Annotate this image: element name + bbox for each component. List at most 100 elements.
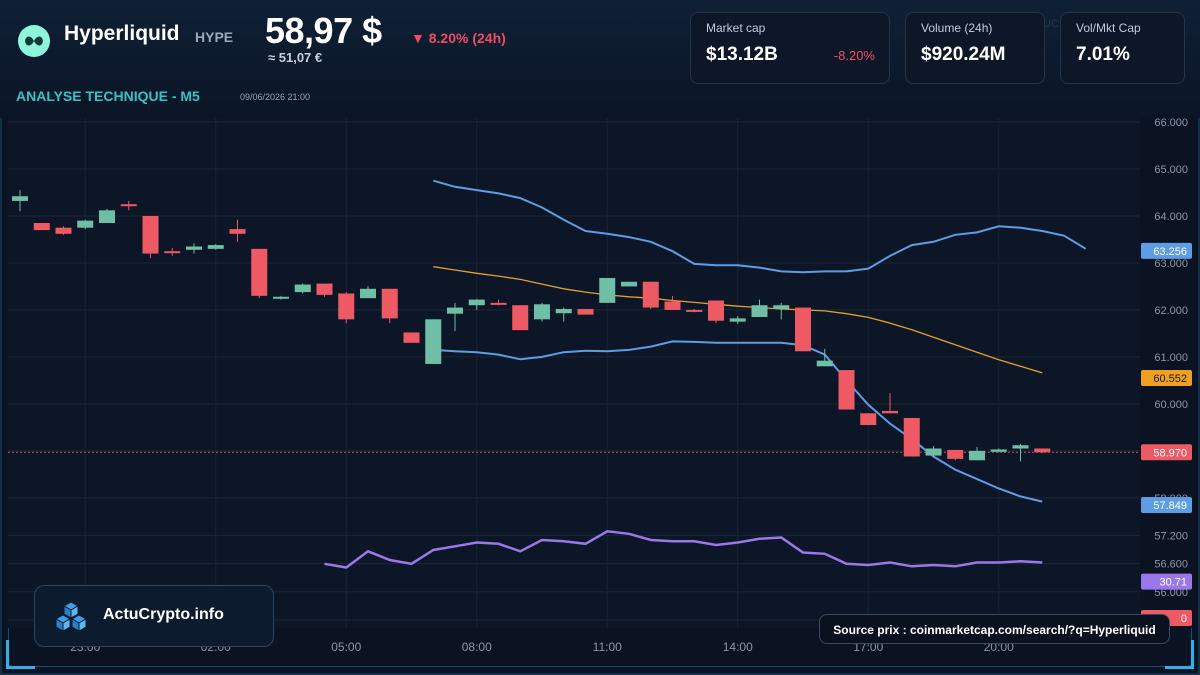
candle-body [816, 360, 833, 367]
price-tick-label: 66.000 [1154, 117, 1188, 129]
moving-average-line [433, 266, 1043, 374]
candle-body [621, 281, 637, 287]
candle-body [425, 319, 442, 364]
hyperliquid-logo-icon [18, 25, 50, 57]
time-tick-label: 05:00 [331, 640, 361, 654]
candle-body [773, 305, 790, 309]
candle-body [969, 450, 985, 461]
price-marker [1141, 242, 1192, 259]
price-marker-label: 58.970 [1153, 447, 1187, 459]
price-marker [1141, 573, 1192, 590]
coin-symbol: HYPE [195, 29, 234, 45]
price-marker-label: 30.71 [1159, 577, 1187, 589]
price-tick-label: 65.000 [1154, 164, 1188, 176]
price-marker-label: 0 [1181, 613, 1187, 625]
time-tick-label: 08:00 [462, 640, 492, 654]
candle-body [403, 332, 420, 343]
current-price: 58,97 $ [265, 10, 382, 51]
rsi-line [324, 530, 1043, 569]
price-change-value: 8.20% (24h) [428, 30, 506, 46]
candle-body [142, 215, 159, 254]
candle-body [99, 210, 115, 224]
stat-value: $13.12B [706, 44, 778, 65]
price-change: ▼ 8.20% (24h) [411, 30, 506, 46]
time-tick-label: 11:00 [593, 640, 622, 654]
stat-label: Volume (24h) [921, 21, 993, 35]
frame-corner [1165, 640, 1194, 669]
analysis-date: 09/06/2026 21:00 [240, 92, 311, 102]
candle-body [599, 277, 616, 303]
candle-body [229, 229, 246, 234]
candle-body [316, 283, 333, 295]
stat-label: Vol/Mkt Cap [1076, 21, 1141, 35]
analysis-title: ANALYSE TECHNIQUE - M5 [16, 88, 200, 104]
price-marker-label: 60.552 [1153, 373, 1187, 385]
price-marker [1141, 444, 1192, 461]
plot-area [8, 118, 1140, 628]
price-tick-label: 60.000 [1154, 399, 1188, 411]
candle-body [120, 204, 137, 207]
down-arrow-icon: ▼ [411, 30, 425, 46]
candle-body [273, 296, 289, 299]
candle-body [55, 227, 72, 234]
price-marker [1141, 496, 1192, 513]
stat-volume: Volume (24h) $920.24M [905, 12, 1045, 84]
frame-corner [6, 640, 35, 669]
candle-body [186, 246, 202, 250]
candle-body [490, 302, 507, 305]
price-tick-label: 61.000 [1154, 352, 1188, 364]
candle-body [664, 301, 681, 310]
candle-body [338, 293, 355, 320]
candle-body [251, 248, 268, 296]
cubes-logo-icon [54, 601, 88, 632]
candle-body [33, 223, 50, 231]
time-tick-label: 14:00 [723, 640, 753, 654]
candle-body [925, 448, 942, 456]
stat-value: 7.01% [1076, 44, 1130, 65]
source-link[interactable]: Source prix : coinmarketcap.com/search/?… [819, 614, 1170, 644]
candle-body [207, 245, 224, 249]
candle-body [12, 196, 28, 201]
candle-body [686, 309, 703, 312]
stat-vol-mkt-cap: Vol/Mkt Cap 7.01% [1060, 12, 1185, 84]
candle-body [1012, 445, 1029, 449]
price-marker-label: 57.849 [1153, 500, 1187, 512]
candle-body [381, 288, 398, 319]
candle-body [642, 281, 659, 308]
candle-body [534, 304, 550, 320]
candle-body [947, 449, 964, 459]
ghost-text: UC [1043, 18, 1059, 30]
header: Hyperliquid HYPE 58,97 $ ≈ 51,07 € ▼ 8.2… [0, 0, 1200, 118]
bollinger-upper-line [433, 179, 1087, 274]
candle-body [555, 308, 572, 314]
candle-body [360, 288, 376, 299]
stat-market-cap: Market cap $13.12B -8.20% [690, 12, 890, 84]
stat-change: -8.20% [833, 48, 875, 63]
candle-body [294, 284, 311, 293]
watermark-text: ActuCrypto.info [103, 606, 224, 623]
candle-body [882, 410, 898, 414]
actucrypto-watermark[interactable]: ActuCrypto.info [34, 585, 274, 647]
candle-body [708, 300, 724, 321]
bollinger-lower-line [433, 340, 1043, 503]
price-eur: ≈ 51,07 € [268, 50, 323, 65]
candle-body [751, 305, 768, 317]
price-marker [1141, 369, 1192, 386]
coin-name: Hyperliquid [64, 22, 180, 45]
candle-body [990, 449, 1007, 452]
price-tick-label: 56.000 [1154, 587, 1188, 599]
candle-body [468, 299, 485, 306]
candle-body [512, 305, 529, 331]
price-tick-label: 62.000 [1154, 305, 1188, 317]
candle-body [1034, 448, 1051, 453]
candle-body [164, 251, 181, 254]
candle-body [577, 308, 594, 315]
price-tick-label: 63.000 [1154, 258, 1188, 270]
candle-body [447, 307, 463, 314]
candle-body [77, 220, 94, 228]
candle-body [838, 370, 855, 410]
source-text: Source prix : coinmarketcap.com/search/?… [833, 623, 1156, 637]
price-tick-label: 64.000 [1154, 211, 1188, 223]
candle-body [903, 417, 920, 457]
